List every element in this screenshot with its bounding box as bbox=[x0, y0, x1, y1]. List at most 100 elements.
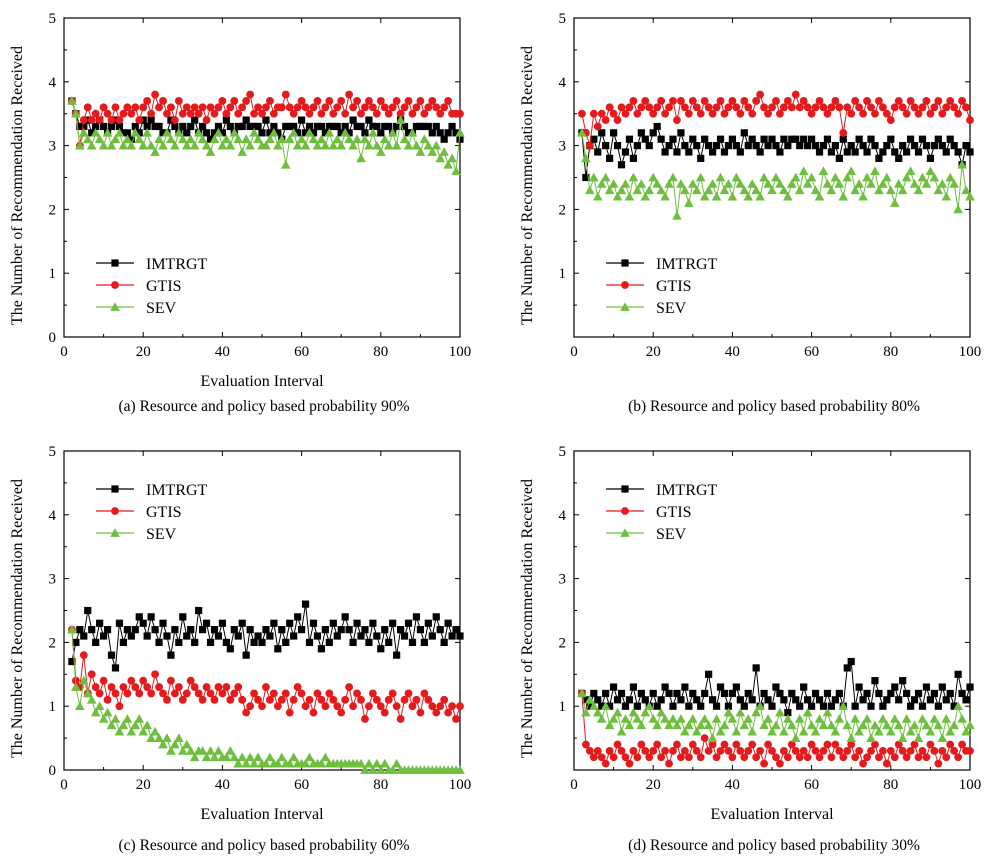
data-point bbox=[592, 191, 603, 201]
data-point bbox=[349, 702, 357, 711]
data-point bbox=[90, 128, 101, 137]
data-point bbox=[941, 714, 952, 723]
data-point bbox=[589, 109, 598, 118]
data-point bbox=[677, 753, 685, 762]
legend-marker bbox=[111, 507, 119, 515]
data-point bbox=[578, 109, 586, 118]
data-point bbox=[854, 726, 864, 736]
data-point bbox=[949, 179, 959, 188]
data-point bbox=[364, 758, 374, 768]
data-point bbox=[258, 109, 266, 118]
data-point bbox=[954, 109, 963, 118]
data-point bbox=[910, 142, 919, 150]
data-point bbox=[668, 172, 678, 182]
data-point bbox=[723, 179, 734, 188]
data-point bbox=[887, 689, 895, 698]
y-tick-label: 0 bbox=[49, 330, 57, 346]
data-point bbox=[612, 707, 623, 717]
data-point bbox=[361, 626, 369, 634]
data-point bbox=[190, 683, 199, 691]
data-point bbox=[652, 179, 662, 188]
data-point bbox=[285, 103, 294, 112]
x-axis-label: Evaluation Interval bbox=[710, 806, 834, 823]
data-point bbox=[930, 142, 938, 150]
data-point bbox=[632, 185, 643, 195]
data-point bbox=[752, 753, 761, 762]
data-point bbox=[368, 103, 377, 112]
data-point bbox=[301, 103, 310, 112]
data-point bbox=[261, 758, 271, 768]
data-point bbox=[624, 191, 635, 201]
data-point bbox=[617, 689, 626, 698]
data-point bbox=[193, 128, 204, 137]
data-point bbox=[811, 746, 820, 755]
x-tick-label: 100 bbox=[959, 344, 982, 360]
data-point bbox=[194, 689, 203, 698]
data-point bbox=[258, 702, 266, 711]
data-point bbox=[846, 733, 856, 742]
data-point bbox=[871, 142, 879, 150]
data-point bbox=[657, 97, 666, 105]
data-point bbox=[285, 708, 294, 717]
data-point bbox=[855, 135, 863, 143]
data-point bbox=[653, 740, 662, 749]
data-point bbox=[254, 695, 262, 704]
data-point bbox=[806, 172, 817, 182]
data-point bbox=[270, 122, 278, 131]
data-point bbox=[883, 696, 891, 704]
data-point bbox=[740, 702, 748, 710]
x-tick-label: 80 bbox=[883, 777, 898, 793]
data-point bbox=[760, 759, 768, 768]
data-point bbox=[300, 758, 311, 768]
data-point bbox=[416, 122, 424, 131]
data-point bbox=[921, 179, 932, 188]
data-point bbox=[767, 185, 777, 195]
data-point bbox=[768, 103, 776, 112]
data-point bbox=[87, 116, 96, 124]
data-point bbox=[711, 191, 722, 201]
data-point bbox=[684, 720, 694, 730]
data-point bbox=[436, 129, 444, 137]
data-point bbox=[597, 753, 606, 762]
data-point bbox=[376, 147, 386, 156]
data-point bbox=[337, 626, 345, 634]
data-point bbox=[206, 689, 215, 698]
data-point bbox=[183, 129, 191, 137]
data-point bbox=[337, 708, 346, 717]
data-point bbox=[226, 103, 235, 112]
data-point bbox=[893, 720, 904, 730]
data-point bbox=[894, 740, 903, 749]
data-point bbox=[934, 702, 942, 710]
data-point bbox=[716, 97, 725, 105]
data-point bbox=[79, 651, 88, 660]
data-point bbox=[348, 140, 358, 150]
data-point bbox=[230, 97, 239, 105]
data-point bbox=[699, 191, 710, 201]
data-point bbox=[381, 626, 389, 634]
data-point bbox=[677, 97, 685, 105]
data-point bbox=[262, 116, 270, 124]
data-point bbox=[254, 103, 262, 112]
data-point bbox=[621, 148, 630, 156]
data-point bbox=[150, 147, 160, 156]
data-point bbox=[107, 116, 116, 124]
legend-label: GTIS bbox=[656, 504, 692, 521]
data-point bbox=[843, 664, 851, 672]
data-point bbox=[608, 714, 619, 723]
data-point bbox=[171, 122, 179, 131]
data-point bbox=[230, 689, 239, 698]
legend: IMTRGT GTIS SEV bbox=[96, 256, 208, 317]
y-tick-label: 5 bbox=[559, 444, 567, 460]
data-point bbox=[99, 103, 108, 112]
data-point bbox=[131, 683, 140, 691]
data-point bbox=[143, 683, 152, 691]
data-point bbox=[92, 122, 100, 131]
data-point bbox=[899, 677, 907, 685]
data-point bbox=[875, 97, 883, 105]
data-point bbox=[661, 109, 669, 118]
data-point bbox=[755, 701, 765, 711]
data-point bbox=[360, 765, 370, 774]
data-point bbox=[720, 109, 729, 118]
data-point bbox=[181, 739, 192, 749]
data-point bbox=[282, 122, 290, 131]
